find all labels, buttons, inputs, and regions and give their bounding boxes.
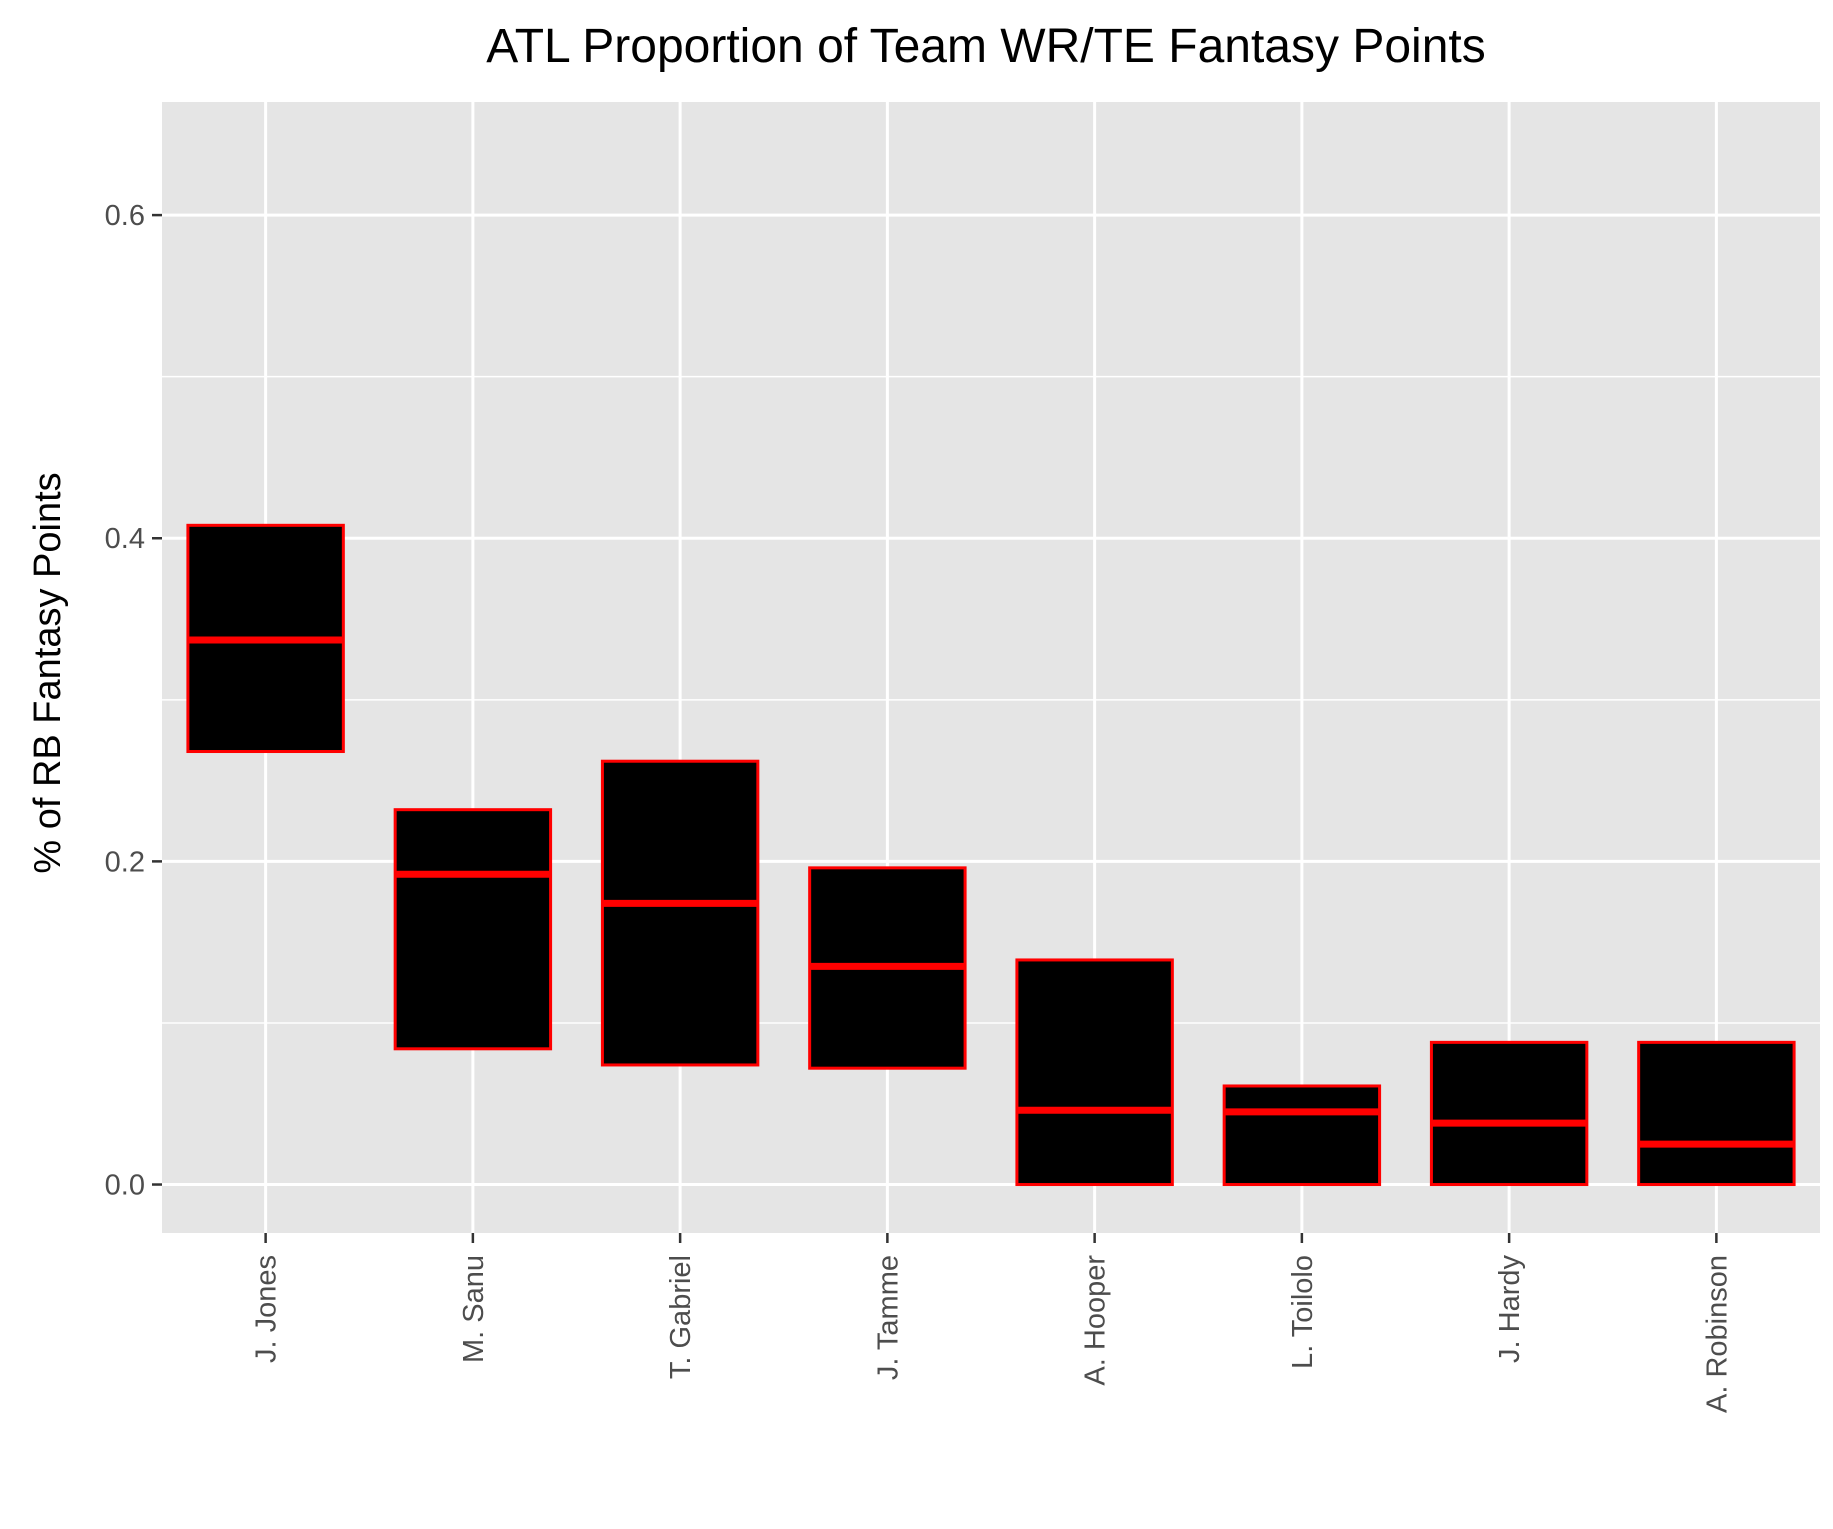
box-body <box>1222 1084 1382 1187</box>
y-axis: 0.0 0.2 0.4 0.6 <box>105 200 162 1202</box>
x-tick-label: A. Hooper <box>1080 1255 1112 1386</box>
chart-title: ATL Proportion of Team WR/TE Fantasy Poi… <box>486 20 1486 73</box>
x-tick-label: T. Gabriel <box>665 1255 697 1379</box>
box-body <box>393 808 553 1051</box>
y-tick-label: 0.4 <box>105 523 145 555</box>
box-6 <box>1222 1084 1382 1187</box>
x-tick-label: M. Sanu <box>458 1255 490 1363</box>
box-body <box>1015 958 1174 1187</box>
y-tick-label: 0.0 <box>105 1170 145 1202</box>
box-7 <box>1429 1040 1589 1187</box>
box-body <box>600 759 760 1067</box>
box-8 <box>1637 1040 1796 1187</box>
box-1 <box>186 523 345 754</box>
x-tick-label: J. Jones <box>251 1255 283 1363</box>
x-tick-label: J. Hardy <box>1494 1255 1526 1363</box>
y-axis-label: % of RB Fantasy Points <box>27 472 69 873</box>
box-4 <box>808 866 967 1070</box>
y-tick-label: 0.6 <box>105 200 145 232</box>
box-2 <box>393 808 553 1051</box>
box-body <box>1637 1040 1796 1187</box>
x-axis: J. Jones M. Sanu T. Gabriel J. Tamme A. Hoop… <box>251 1233 1733 1413</box>
y-tick-label: 0.2 <box>105 846 145 878</box>
box-body <box>1429 1040 1589 1187</box>
box-5 <box>1015 958 1174 1187</box>
x-tick-label: A. Robinson <box>1701 1255 1733 1413</box>
x-tick-label: L. Toilolo <box>1287 1255 1319 1369</box>
box-3 <box>600 759 760 1067</box>
box-group <box>186 523 1796 1187</box>
x-tick-label: J. Tamme <box>872 1255 904 1380</box>
